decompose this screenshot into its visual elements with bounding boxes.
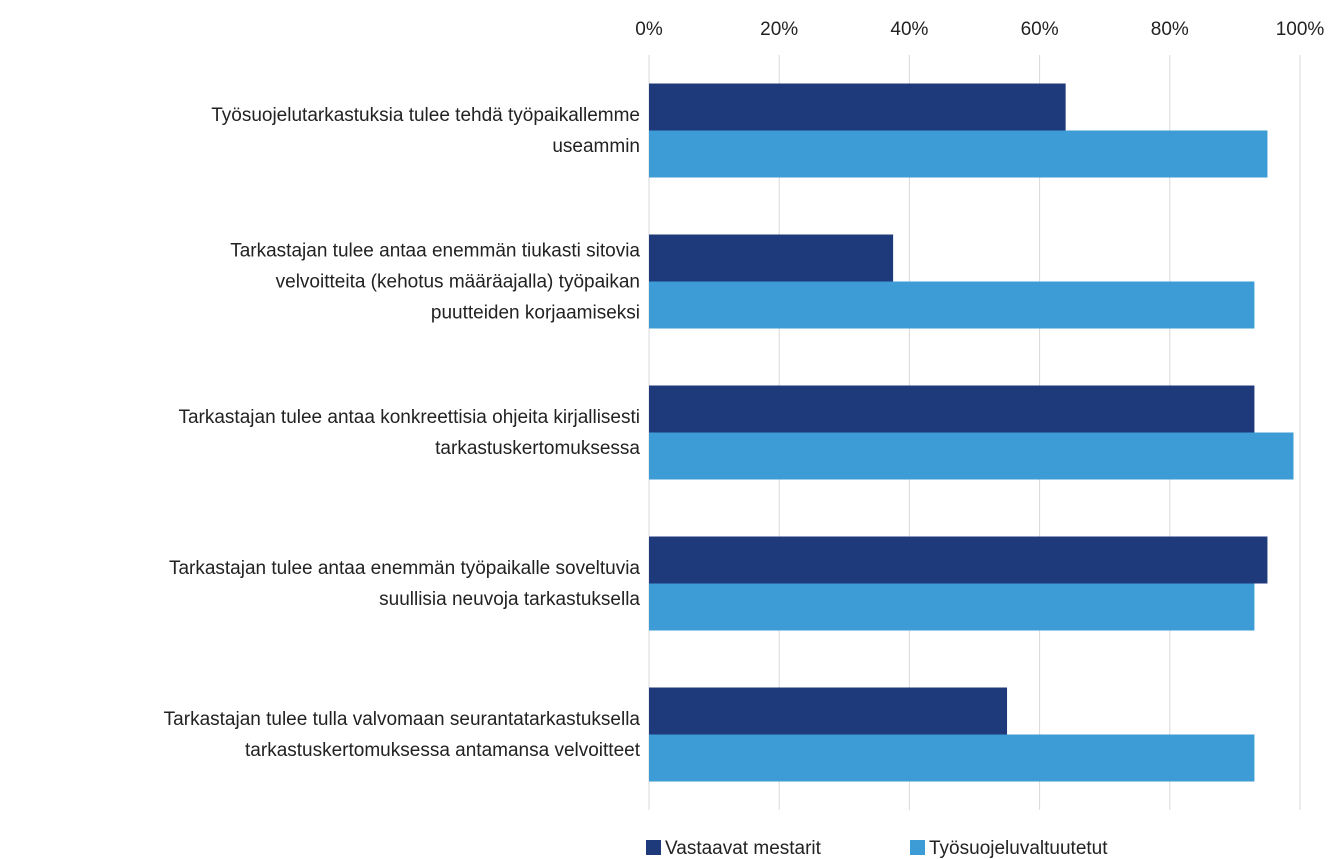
legend-swatch (910, 840, 925, 855)
bar (649, 130, 1268, 178)
legend-label: Työsuojeluvaltuutetut (929, 838, 1108, 859)
bar (649, 734, 1255, 782)
bar (649, 281, 1255, 329)
y-tick-label: Työsuojelutarkastuksia tulee tehdä työpa… (211, 104, 640, 157)
y-tick-label: Tarkastajan tulee tulla valvomaan seuran… (163, 708, 640, 761)
bar (649, 385, 1255, 433)
bar (649, 432, 1294, 480)
x-tick-label: 100% (1276, 19, 1325, 40)
x-tick-label: 20% (760, 19, 798, 40)
x-tick-label: 40% (890, 19, 928, 40)
bar (649, 583, 1255, 631)
bar (649, 83, 1066, 131)
x-tick-label: 80% (1151, 19, 1189, 40)
y-tick-label: Tarkastajan tulee antaa enemmän tiukasti… (230, 240, 640, 323)
x-tick-label: 60% (1021, 19, 1059, 40)
y-tick-label: Tarkastajan tulee antaa enemmän työpaika… (168, 557, 640, 610)
bar (649, 234, 894, 282)
x-tick-label: 0% (635, 19, 663, 40)
legend-label: Vastaavat mestarit (665, 838, 822, 859)
y-tick-label: Tarkastajan tulee antaa konkreettisia oh… (178, 406, 640, 459)
legend-swatch (646, 840, 661, 855)
bar (649, 687, 1008, 735)
bar (649, 536, 1268, 584)
